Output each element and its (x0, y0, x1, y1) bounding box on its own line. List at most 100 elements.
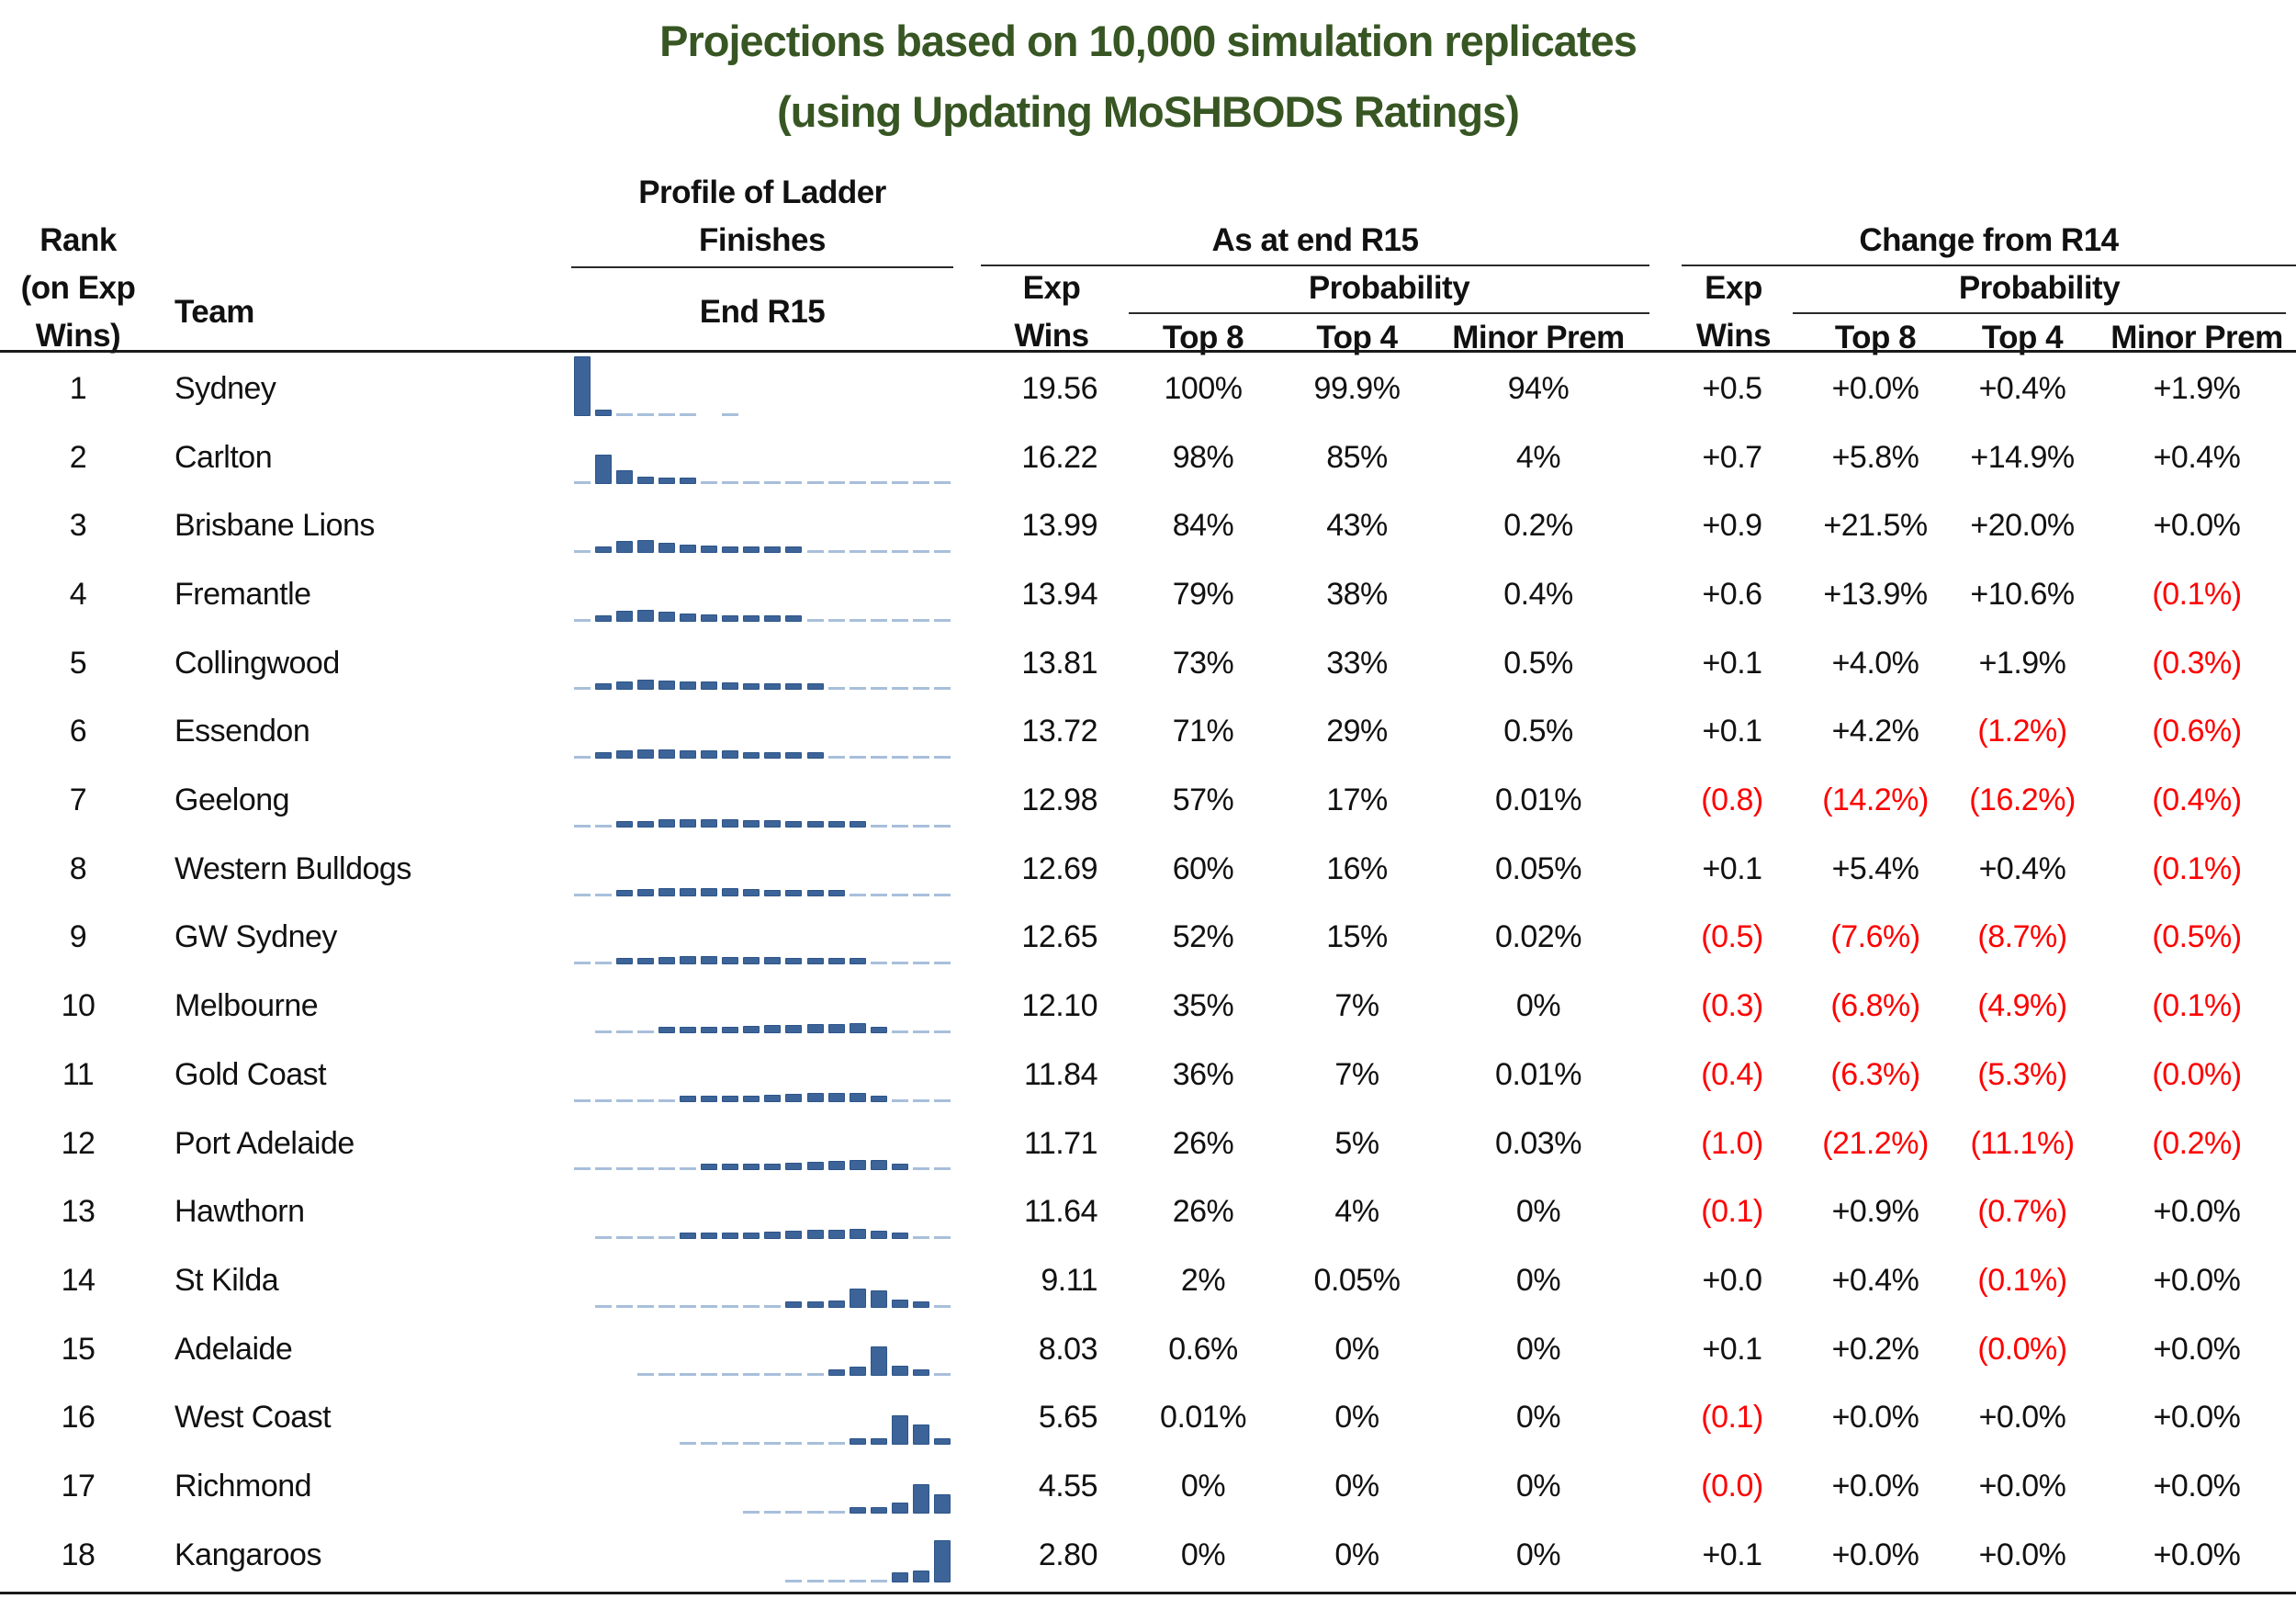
spark-slot-pos-18 (932, 629, 953, 691)
spark-dash (891, 1030, 908, 1033)
rank-value: 18 (61, 1537, 96, 1572)
rank-header-line3: Wins) (35, 318, 121, 354)
spark-slot-pos-11 (783, 836, 805, 896)
spark-slot-pos-3 (613, 1042, 635, 1102)
column-header-change-exp-wins: Exp Wins (1667, 265, 1800, 360)
rank-value: 13 (61, 1194, 96, 1230)
spark-slot-pos-10 (762, 1453, 783, 1514)
spark-slot-pos-16 (889, 767, 910, 828)
spark-slot-pos-17 (911, 1178, 932, 1240)
top4-prob-value: 17% (1326, 783, 1388, 818)
spark-slot-pos-3 (613, 492, 635, 554)
spark-dash (891, 824, 908, 828)
spark-dash (594, 893, 612, 896)
spark-slot-pos-10 (762, 767, 783, 828)
spark-slot-pos-12 (805, 973, 826, 1033)
spark-bar (849, 820, 866, 828)
spark-slot-pos-9 (741, 355, 762, 416)
spark-bar (849, 1288, 866, 1308)
spark-dash (934, 618, 951, 622)
spark-slot-pos-15 (868, 355, 889, 416)
spark-bar (743, 1164, 760, 1171)
table-row: 15 Adelaide 8.03 0.6% 0% 0% +0.1 +0.2% (0.0%) +0.… (0, 1315, 2296, 1384)
table-row: 5 Collingwood 13.81 73% 33% 0.5% +0.1 +4.0% +1.9… (0, 629, 2296, 698)
spark-dash (636, 412, 654, 416)
spark-dash (615, 1167, 633, 1171)
change-top8-value: (6.3%) (1830, 1056, 1920, 1092)
spark-bar (764, 683, 782, 691)
rank-value: 14 (61, 1262, 96, 1298)
rank-value: 10 (61, 988, 96, 1024)
spark-slot-pos-15 (868, 836, 889, 896)
change-minor-prem-value: +0.0% (2153, 1194, 2241, 1230)
spark-slot-pos-17 (911, 836, 932, 896)
spark-dash (594, 1236, 612, 1240)
spark-bar (806, 683, 824, 691)
team-name: Hawthorn (174, 1194, 305, 1230)
spark-slot-pos-15 (868, 973, 889, 1033)
spark-bar (680, 818, 697, 828)
spark-slot-pos-1 (571, 1453, 592, 1514)
spark-slot-pos-2 (592, 1453, 613, 1514)
change-minor-prem-value: (0.1%) (2152, 988, 2242, 1024)
spark-bar (785, 820, 803, 828)
spark-slot-pos-10 (762, 355, 783, 416)
spark-dash (680, 1167, 697, 1171)
spark-slot-pos-2 (592, 973, 613, 1033)
rank-value: 11 (62, 1056, 95, 1092)
spark-slot-pos-15 (868, 904, 889, 965)
spark-slot-pos-14 (847, 1042, 868, 1102)
change-exp-wins-value: +0.1 (1702, 850, 1762, 886)
spark-dash (701, 1442, 718, 1446)
spark-dash (785, 1442, 803, 1446)
spark-slot-pos-12 (805, 1522, 826, 1582)
spark-dash (870, 824, 887, 828)
group-header-probability-change: Probability (1793, 265, 2286, 314)
top4-prob-value: 0% (1334, 1331, 1379, 1367)
spark-bar (743, 1233, 760, 1240)
rank-value: 8 (69, 850, 87, 886)
spark-slot-pos-11 (783, 1247, 805, 1308)
spark-bar (827, 1023, 845, 1033)
team-name: Brisbane Lions (174, 508, 375, 544)
top4-prob-value: 15% (1326, 919, 1388, 955)
change-exp-wins-value: +0.0 (1702, 1262, 1762, 1298)
top8-prob-value: 0% (1180, 1537, 1226, 1572)
column-header-top4: Top 4 (1316, 320, 1398, 355)
spark-slot-pos-12 (805, 629, 826, 691)
spark-slot-pos-9 (741, 698, 762, 760)
spark-slot-pos-10 (762, 1315, 783, 1377)
change-minor-prem-value: (0.3%) (2152, 645, 2242, 681)
spark-slot-pos-4 (635, 492, 656, 554)
spark-slot-pos-1 (571, 1522, 592, 1582)
rank-value: 6 (69, 714, 87, 749)
spark-bar (594, 683, 612, 691)
spark-slot-pos-18 (932, 561, 953, 622)
change-minor-prem-value: (0.6%) (2152, 714, 2242, 749)
spark-bar (722, 682, 739, 691)
spark-dash (913, 1236, 930, 1240)
spark-dash (913, 893, 930, 896)
spark-slot-pos-8 (720, 1247, 741, 1308)
spark-bar (701, 750, 718, 760)
spark-bar (615, 958, 633, 965)
spark-slot-pos-3 (613, 1109, 635, 1171)
exp-wins-value: 4.55 (1038, 1469, 1098, 1504)
spark-slot-pos-15 (868, 561, 889, 622)
change-exp-wins-value: +0.5 (1702, 370, 1762, 406)
spark-bar (680, 887, 697, 896)
spark-slot-pos-10 (762, 836, 783, 896)
spark-slot-pos-3 (613, 904, 635, 965)
spark-slot-pos-14 (847, 1315, 868, 1377)
top4-prob-value: 33% (1326, 645, 1388, 681)
spark-slot-pos-18 (932, 1384, 953, 1446)
spark-slot-pos-10 (762, 629, 783, 691)
top4-prob-value: 85% (1326, 439, 1388, 475)
spark-slot-pos-1 (571, 423, 592, 485)
group-header-probability-asat: Probability (1129, 265, 1649, 314)
spark-slot-pos-15 (868, 1522, 889, 1582)
top8-prob-value: 100% (1164, 370, 1243, 406)
team-name: Melbourne (174, 988, 319, 1024)
change-exp-wins-value: (0.1) (1701, 1400, 1763, 1436)
change-exp-wins-header-line2: Wins (1695, 318, 1772, 354)
